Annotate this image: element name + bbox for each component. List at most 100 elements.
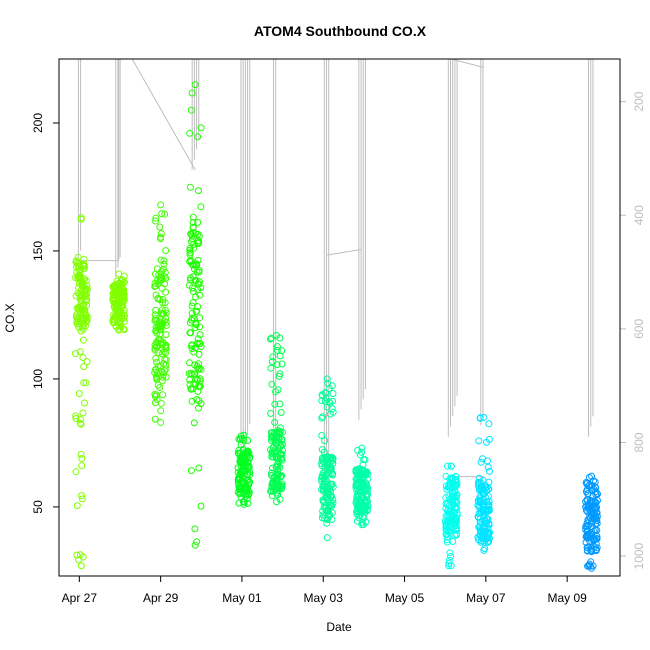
data-point xyxy=(111,284,119,292)
data-point xyxy=(485,435,493,443)
plot-frame xyxy=(58,58,621,577)
data-point xyxy=(446,549,454,557)
data-point xyxy=(276,400,284,408)
data-point xyxy=(237,471,245,479)
data-point xyxy=(475,498,483,505)
data-point xyxy=(443,527,451,535)
x-tick-label: May 07 xyxy=(466,591,506,605)
data-point xyxy=(327,501,335,509)
data-point xyxy=(274,491,282,499)
data-point xyxy=(188,284,196,292)
data-point xyxy=(152,306,160,314)
data-point xyxy=(194,303,202,311)
data-point xyxy=(322,389,330,397)
data-point xyxy=(444,462,451,470)
data-point xyxy=(324,490,332,498)
secondary-y-tick-label: 200 xyxy=(632,91,646,111)
data-point xyxy=(276,352,284,360)
data-point xyxy=(474,533,482,541)
data-point xyxy=(267,364,275,372)
data-point xyxy=(191,81,199,89)
data-point xyxy=(235,450,243,458)
data-point xyxy=(449,538,457,545)
data-point xyxy=(476,496,484,504)
data-point xyxy=(322,507,330,515)
data-point xyxy=(319,511,327,519)
data-point xyxy=(442,472,450,480)
data-point xyxy=(193,538,201,546)
data-point xyxy=(485,478,493,486)
data-point xyxy=(195,187,202,195)
data-point xyxy=(195,397,203,405)
data-point xyxy=(269,353,277,361)
data-point xyxy=(83,358,91,366)
data-point xyxy=(78,462,86,470)
data-point xyxy=(76,275,84,283)
data-point xyxy=(188,314,196,322)
data-point xyxy=(77,450,85,458)
data-point xyxy=(364,497,372,505)
data-point xyxy=(195,464,203,472)
data-point xyxy=(359,461,367,468)
data-point xyxy=(327,457,335,465)
data-point xyxy=(353,506,361,514)
data-point xyxy=(268,453,276,461)
data-point xyxy=(583,522,591,530)
y-tick-label: 100 xyxy=(31,369,45,389)
data-point xyxy=(267,410,275,417)
data-point xyxy=(157,399,165,407)
data-point xyxy=(158,210,166,218)
data-point xyxy=(234,479,242,487)
data-point xyxy=(268,433,275,441)
data-point xyxy=(115,326,123,334)
secondary-y-tick-label: 800 xyxy=(632,432,646,452)
data-point xyxy=(485,498,493,506)
data-point xyxy=(278,480,286,488)
data-point xyxy=(162,331,170,339)
data-point xyxy=(480,546,488,554)
secondary-y-tick-label: 1000 xyxy=(632,542,646,569)
data-point xyxy=(194,218,202,226)
data-point xyxy=(81,288,89,295)
data-point xyxy=(358,521,366,529)
data-point xyxy=(151,393,159,400)
data-point xyxy=(267,335,274,343)
data-point xyxy=(162,373,170,381)
data-point xyxy=(196,323,204,331)
data-point xyxy=(188,345,196,353)
chart-title: ATOM4 Southbound CO.X xyxy=(254,23,427,39)
x-tick-label: May 09 xyxy=(547,591,587,605)
data-point xyxy=(325,385,333,392)
data-point xyxy=(237,441,245,449)
data-point xyxy=(484,524,492,532)
data-point xyxy=(77,416,84,424)
x-tick-label: Apr 29 xyxy=(143,591,179,605)
data-point xyxy=(588,481,596,489)
data-point xyxy=(584,530,592,538)
data-point xyxy=(485,502,493,510)
data-point xyxy=(586,543,594,551)
data-point xyxy=(157,235,164,243)
data-point xyxy=(116,307,124,314)
data-point xyxy=(110,291,117,299)
data-point xyxy=(240,500,248,508)
data-point xyxy=(477,458,485,466)
data-point xyxy=(79,262,87,270)
data-point xyxy=(323,534,331,542)
data-point xyxy=(153,358,161,366)
data-point xyxy=(271,400,279,408)
points-group xyxy=(72,81,601,572)
data-point xyxy=(189,229,197,237)
data-point xyxy=(190,380,198,388)
data-point xyxy=(119,288,127,296)
x-tick-label: May 01 xyxy=(222,591,262,605)
data-point xyxy=(160,273,168,280)
data-point xyxy=(269,487,277,495)
data-point xyxy=(449,496,457,504)
data-point xyxy=(152,323,160,331)
data-point xyxy=(78,495,86,503)
secondary-y-tick-label: 600 xyxy=(632,319,646,339)
data-point xyxy=(186,244,194,252)
data-point xyxy=(243,495,251,503)
